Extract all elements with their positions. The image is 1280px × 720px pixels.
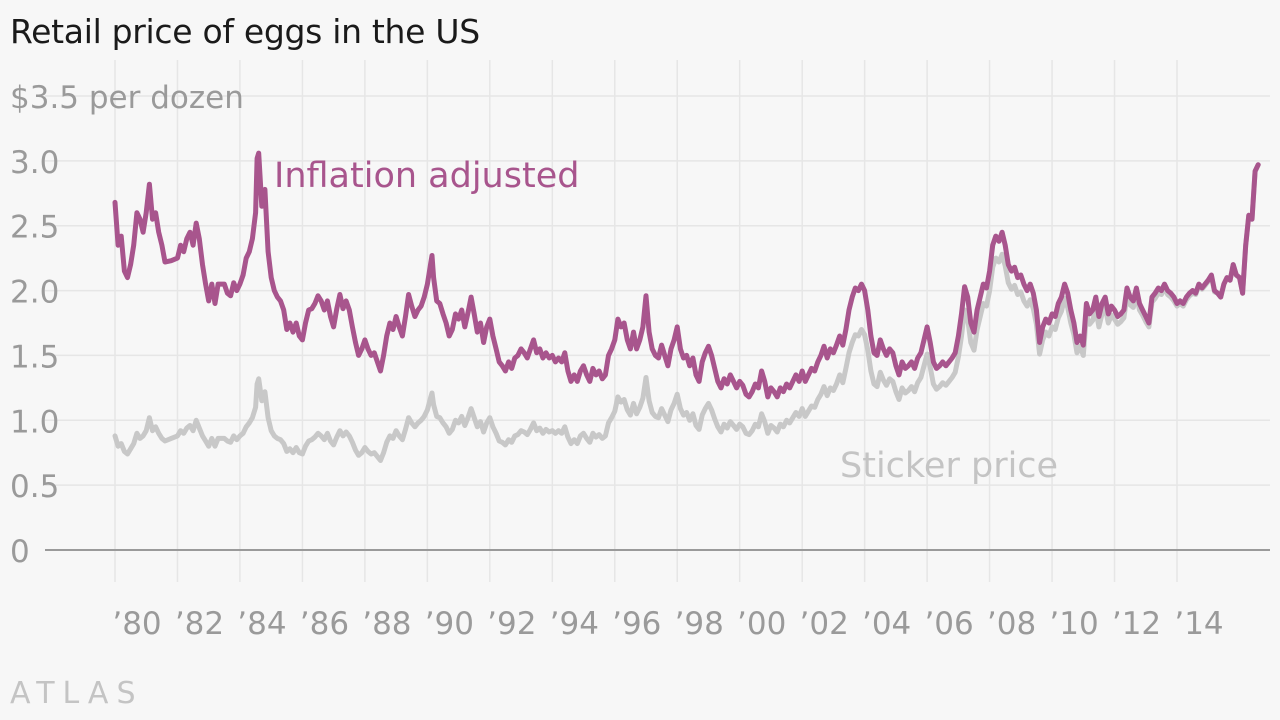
series-lines: [112, 150, 1261, 463]
atlas-logo: ATLAS: [10, 676, 144, 711]
x-tick-label: ’90: [425, 606, 474, 642]
x-tick-label: ’14: [1174, 606, 1223, 642]
x-tick-label: ’12: [1112, 606, 1161, 642]
y-tick-label: 2.0: [10, 275, 59, 311]
y-tick-label: $3.5 per dozen: [10, 80, 244, 116]
x-tick-label: ’06: [924, 606, 973, 642]
y-tick-label: 1.0: [10, 404, 59, 440]
series-line-inflation-adjusted: [112, 150, 1261, 400]
y-tick-label: 3.0: [10, 145, 59, 181]
x-tick-label: ’84: [237, 606, 286, 642]
x-tick-label: ’92: [487, 606, 536, 642]
y-tick-labels: 0 0.5 1.0 1.5 2.0 2.5 3.0 $3.5 per dozen: [10, 80, 244, 570]
x-tick-label: ’00: [737, 606, 786, 642]
chart-title: Retail price of eggs in the US: [10, 12, 480, 51]
y-tick-label: 0.5: [10, 469, 59, 505]
y-tick-label: 0: [10, 534, 30, 570]
x-tick-label: ’88: [362, 606, 411, 642]
x-tick-label: ’96: [612, 606, 661, 642]
x-tick-label: ’86: [300, 606, 349, 642]
x-tick-label: ’98: [675, 606, 724, 642]
x-gridlines: [114, 60, 1178, 582]
x-tick-label: ’10: [1049, 606, 1098, 642]
series-label-inflation-adjusted: Inflation adjusted: [274, 156, 579, 196]
x-tick-label: ’94: [550, 606, 599, 642]
series-labels: Inflation adjusted Sticker price: [274, 156, 1058, 486]
x-tick-label: ’82: [175, 606, 224, 642]
series-line-sticker-price: [112, 162, 1261, 463]
x-tick-label: ’80: [112, 606, 161, 642]
series-label-sticker-price: Sticker price: [840, 446, 1058, 486]
x-tick-label: ’04: [862, 606, 911, 642]
y-tick-label: 1.5: [10, 339, 59, 375]
x-tick-labels: ’80 ’82 ’84 ’86 ’88 ’90 ’92 ’94 ’96 ’98 ’00 ’02 ’04 ’…: [112, 606, 1223, 642]
y-tick-label: 2.5: [10, 210, 59, 246]
x-tick-label: ’08: [987, 606, 1036, 642]
x-tick-label: ’02: [800, 606, 849, 642]
